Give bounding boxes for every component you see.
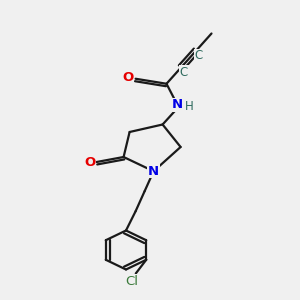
Text: O: O [122, 71, 134, 84]
Text: N: N [171, 98, 183, 112]
Text: C: C [195, 49, 203, 62]
Text: H: H [184, 100, 194, 113]
Text: C: C [180, 66, 188, 79]
Text: O: O [84, 155, 96, 169]
Text: Cl: Cl [125, 275, 138, 288]
Text: N: N [148, 165, 159, 178]
